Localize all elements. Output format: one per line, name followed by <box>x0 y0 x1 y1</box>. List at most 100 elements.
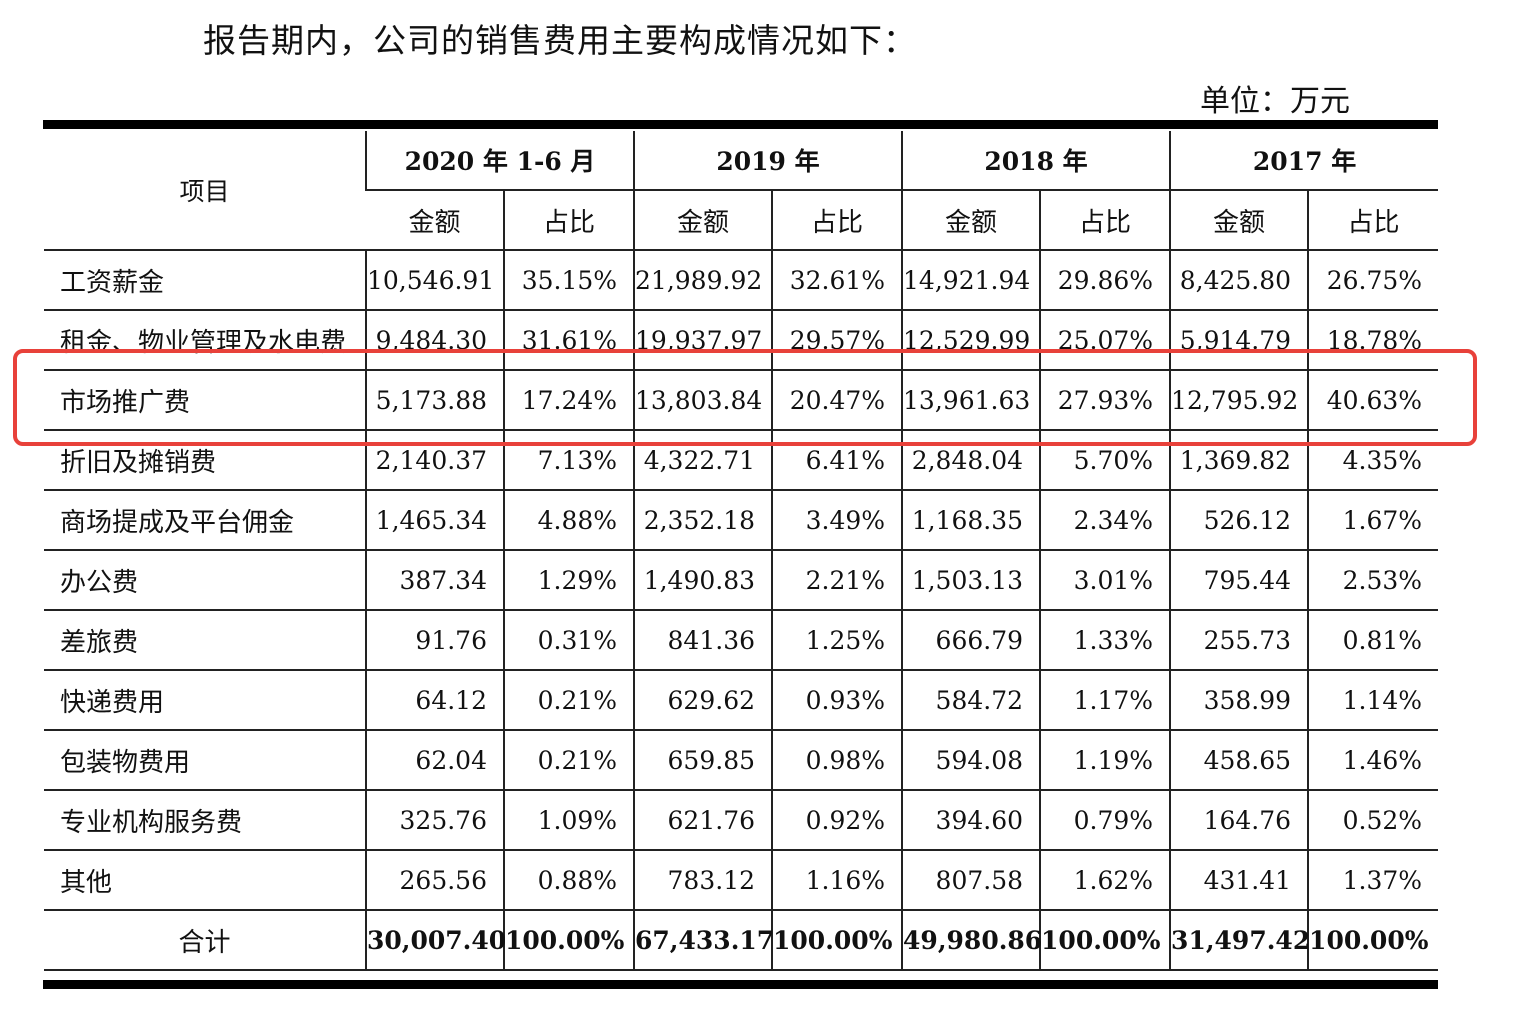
ratio-header: 占比 <box>1307 190 1439 251</box>
period-header: 2020 年 1-6 月 <box>364 131 635 191</box>
ratio-cell: 1.67% <box>1307 490 1439 551</box>
amount-cell: 13,961.63 <box>901 370 1041 431</box>
amount-cell: 458.65 <box>1169 730 1309 791</box>
ratio-cell: 1.16% <box>771 850 903 911</box>
ratio-cell: 18.78% <box>1307 310 1439 371</box>
ratio-cell: 35.15% <box>502 250 635 311</box>
amount-cell: 841.36 <box>633 610 773 671</box>
amount-cell: 164.76 <box>1169 790 1309 851</box>
amount-cell: 9,484.30 <box>365 310 504 371</box>
amount-cell: 19,937.97 <box>633 310 773 371</box>
amount-cell: 594.08 <box>901 730 1041 791</box>
ratio-cell: 3.01% <box>1039 550 1171 611</box>
ratio-cell: 1.37% <box>1307 850 1439 911</box>
ratio-cell: 0.98% <box>771 730 903 791</box>
amount-header: 金额 <box>366 190 504 251</box>
ratio-cell: 0.21% <box>502 670 635 731</box>
amount-cell: 30,007.40 <box>365 910 506 971</box>
amount-cell: 431.41 <box>1169 850 1309 911</box>
amount-cell: 584.72 <box>901 670 1041 731</box>
ratio-header: 占比 <box>502 190 635 251</box>
ratio-cell: 32.61% <box>771 250 903 311</box>
amount-cell: 12,529.99 <box>901 310 1041 371</box>
amount-cell: 666.79 <box>901 610 1041 671</box>
amount-cell: 13,803.84 <box>633 370 773 431</box>
table-row: 包装物费用 62.04 0.21% 659.85 0.98% 594.08 1.19% 458… <box>44 730 1439 791</box>
table-row: 专业机构服务费 325.76 1.09% 621.76 0.92% 394.60 0.79%… <box>44 790 1439 851</box>
ratio-cell: 1.33% <box>1039 610 1171 671</box>
ratio-cell: 26.75% <box>1307 250 1439 311</box>
amount-cell: 255.73 <box>1169 610 1309 671</box>
amount-cell: 62.04 <box>365 730 504 791</box>
ratio-cell: 5.70% <box>1039 430 1171 491</box>
ratio-cell: 6.41% <box>771 430 903 491</box>
ratio-cell: 0.21% <box>502 730 635 791</box>
row-item-name: 包装物费用 <box>44 730 366 791</box>
table-body: 工资薪金 10,546.91 35.15% 21,989.92 32.61% 14,921… <box>44 250 1439 971</box>
amount-cell: 1,369.82 <box>1169 430 1309 491</box>
ratio-cell: 17.24% <box>502 370 635 431</box>
ratio-header: 占比 <box>1039 190 1171 251</box>
ratio-header: 占比 <box>771 190 903 251</box>
amount-cell: 265.56 <box>365 850 504 911</box>
amount-cell: 1,465.34 <box>365 490 504 551</box>
amount-cell: 10,546.91 <box>365 250 504 311</box>
ratio-cell: 100.00% <box>771 910 903 971</box>
ratio-cell: 100.00% <box>502 910 635 971</box>
amount-cell: 8,425.80 <box>1169 250 1309 311</box>
amount-cell: 325.76 <box>365 790 504 851</box>
sales-expense-table: 项目 2020 年 1-6 月 2019 年 2018 年 2017 年 金额 … <box>44 131 1439 971</box>
amount-cell: 387.34 <box>365 550 504 611</box>
amount-cell: 5,914.79 <box>1169 310 1309 371</box>
ratio-cell: 1.25% <box>771 610 903 671</box>
ratio-cell: 25.07% <box>1039 310 1171 371</box>
table-row: 快递费用 64.12 0.21% 629.62 0.93% 584.72 1.17% 358.… <box>44 670 1439 731</box>
table-row: 折旧及摊销费 2,140.37 7.13% 4,322.71 6.41% 2,848.04… <box>44 430 1439 491</box>
row-item-name: 市场推广费 <box>44 370 366 431</box>
ratio-cell: 1.29% <box>502 550 635 611</box>
row-item-name: 折旧及摊销费 <box>44 430 366 491</box>
amount-cell: 14,921.94 <box>901 250 1041 311</box>
table-row: 租金、物业管理及水电费 9,484.30 31.61% 19,937.97 29.57%… <box>44 310 1439 371</box>
amount-cell: 2,848.04 <box>901 430 1041 491</box>
ratio-cell: 0.31% <box>502 610 635 671</box>
unit-label: 单位：万元 <box>1200 84 1350 119</box>
ratio-cell: 0.93% <box>771 670 903 731</box>
period-header: 2018 年 <box>901 131 1171 191</box>
item-header: 项目 <box>44 131 366 251</box>
table-row: 差旅费 91.76 0.31% 841.36 1.25% 666.79 1.33% 255.7… <box>44 610 1439 671</box>
amount-cell: 394.60 <box>901 790 1041 851</box>
ratio-cell: 1.19% <box>1039 730 1171 791</box>
amount-cell: 807.58 <box>901 850 1041 911</box>
table-row: 办公费 387.34 1.29% 1,490.83 2.21% 1,503.13 3.01%… <box>44 550 1439 611</box>
total-row: 合计 30,007.40 100.00% 67,433.17 100.00% 49,980… <box>44 910 1439 971</box>
table-top-rule <box>43 120 1438 129</box>
ratio-cell: 100.00% <box>1307 910 1439 971</box>
period-header: 2019 年 <box>633 131 903 191</box>
row-item-name: 其他 <box>44 850 366 911</box>
table-row: 其他 265.56 0.88% 783.12 1.16% 807.58 1.62% 431.4… <box>44 850 1439 911</box>
amount-cell: 4,322.71 <box>633 430 773 491</box>
ratio-cell: 1.62% <box>1039 850 1171 911</box>
ratio-cell: 2.34% <box>1039 490 1171 551</box>
amount-cell: 49,980.86 <box>901 910 1042 971</box>
amount-cell: 91.76 <box>365 610 504 671</box>
amount-header: 金额 <box>901 190 1041 251</box>
period-header: 2017 年 <box>1169 131 1439 191</box>
amount-cell: 67,433.17 <box>633 910 774 971</box>
ratio-cell: 4.35% <box>1307 430 1439 491</box>
amount-cell: 659.85 <box>633 730 773 791</box>
row-item-name: 工资薪金 <box>44 250 366 311</box>
table-row: 商场提成及平台佣金 1,465.34 4.88% 2,352.18 3.49% 1,168… <box>44 490 1439 551</box>
amount-cell: 526.12 <box>1169 490 1309 551</box>
ratio-cell: 0.81% <box>1307 610 1439 671</box>
amount-cell: 31,497.42 <box>1169 910 1310 971</box>
ratio-cell: 29.86% <box>1039 250 1171 311</box>
ratio-cell: 2.53% <box>1307 550 1439 611</box>
ratio-cell: 29.57% <box>771 310 903 371</box>
amount-cell: 358.99 <box>1169 670 1309 731</box>
ratio-cell: 1.46% <box>1307 730 1439 791</box>
ratio-cell: 2.21% <box>771 550 903 611</box>
amount-cell: 1,490.83 <box>633 550 773 611</box>
ratio-cell: 40.63% <box>1307 370 1439 431</box>
